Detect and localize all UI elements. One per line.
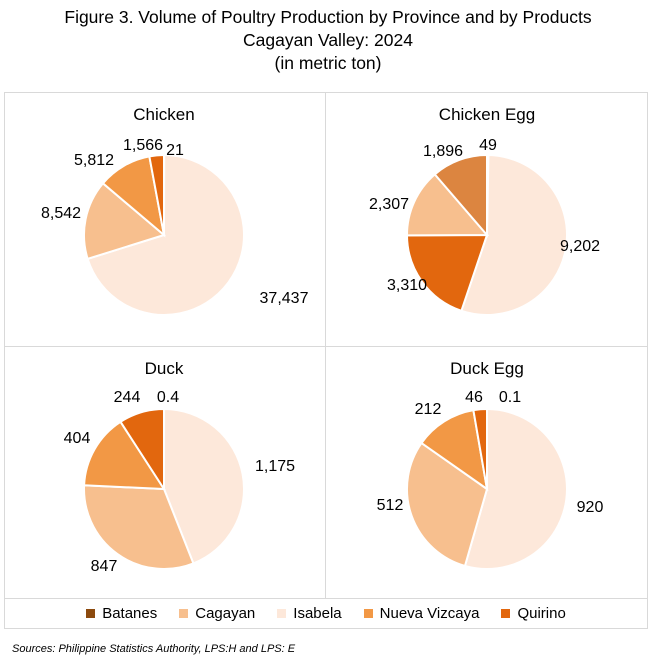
pie-slice-duck-cagayan (83, 484, 195, 570)
data-label-duck-isabela: 1,175 (255, 458, 295, 475)
pie-slice-duck-egg-cagayan (406, 441, 489, 568)
legend-label-cagayan: Cagayan (195, 605, 256, 622)
source-note: Sources: Philippine Statistics Authority… (12, 643, 296, 655)
pie-slice-chicken-quirino (148, 153, 165, 236)
pie-duck-egg: 0.1 920 512 212 46 Duck Egg (377, 359, 604, 570)
data-label-duck-batanes: 0.4 (157, 389, 179, 406)
legend-swatch-nueva-vizcaya (363, 609, 373, 618)
data-label-chicken-egg-nueva-vizcaya: 1,896 (423, 143, 463, 160)
data-label-duck-egg-batanes: 0.1 (499, 389, 521, 406)
data-label-chicken-batanes: 21 (166, 142, 184, 159)
pie-slice-chicken-isabela (86, 153, 245, 316)
pie-slice-duck-egg-quirino (472, 407, 488, 490)
title-line-2: Cagayan Valley: 2024 (243, 30, 413, 50)
legend-label-nueva-vizcaya: Nueva Vizcaya (379, 605, 480, 622)
legend-item-batanes: Batanes (86, 605, 157, 622)
data-label-chicken-egg-isabela: 9,202 (560, 238, 600, 255)
data-label-chicken-nueva-vizcaya: 5,812 (74, 152, 114, 169)
data-label-chicken-egg-cagayan: 2,307 (369, 196, 409, 213)
legend-item-isabela: Isabela (277, 605, 342, 622)
data-label-duck-egg-cagayan: 512 (377, 497, 404, 514)
pie-slice-chicken-egg-cagayan (405, 172, 490, 237)
legend: Batanes Cagayan Isabela Nueva Vizcaya Qu… (4, 598, 648, 629)
title-line-3: (in metric ton) (274, 53, 382, 73)
title-line-1: Figure 3. Volume of Poultry Production b… (64, 7, 592, 27)
legend-label-batanes: Batanes (102, 605, 158, 622)
data-label-chicken-cagayan: 8,542 (41, 205, 81, 222)
pie-slice-duck-egg-nueva-vizcaya (420, 409, 489, 492)
legend-swatch-isabela (277, 609, 287, 618)
pie-slice-duck-nueva-vizcaya (83, 420, 166, 491)
data-label-chicken-egg-quirino: 3,310 (387, 277, 427, 294)
pie-chicken-egg: 49 9,202 3,310 2,307 1,896 Chicken Egg (369, 105, 600, 316)
legend-swatch-cagayan (179, 609, 189, 618)
data-label-duck-cagayan: 847 (91, 558, 118, 575)
pie-slice-chicken-egg-quirino (405, 233, 489, 313)
pie-chicken: 21 37,437 8,542 5,812 1,566 Chicken (41, 105, 309, 316)
pie-slice-duck-isabela (162, 407, 245, 565)
data-label-duck-egg-isabela: 920 (577, 499, 604, 516)
legend-item-nueva-vizcaya: Nueva Vizcaya (363, 605, 480, 622)
pie-title-duck: Duck (145, 359, 184, 378)
pie-slice-chicken-cagayan (83, 181, 167, 261)
pie-slice-duck-egg-isabela (463, 407, 568, 570)
pie-charts: 21 37,437 8,542 5,812 1,566 Chicken 49 9,202 3,3… (41, 105, 604, 575)
legend-label-isabela: Isabela (293, 605, 342, 622)
data-label-duck-quirino: 244 (114, 389, 141, 406)
data-label-chicken-isabela: 37,437 (260, 290, 309, 307)
data-label-duck-egg-nueva-vizcaya: 212 (415, 401, 442, 418)
legend-item-cagayan: Cagayan (179, 605, 255, 622)
legend-label-quirino: Quirino (517, 605, 566, 622)
pie-title-chicken: Chicken (133, 105, 194, 124)
data-label-chicken-egg-batanes: 49 (479, 137, 497, 154)
pie-title-duck-egg: Duck Egg (450, 359, 524, 378)
figure-title: Figure 3. Volume of Poultry Production b… (0, 6, 656, 75)
legend-swatch-quirino (501, 609, 511, 618)
legend-item-quirino: Quirino (501, 605, 566, 622)
pie-title-chicken-egg: Chicken Egg (439, 105, 535, 124)
pie-slice-duck-quirino (119, 407, 165, 493)
data-label-chicken-quirino: 1,566 (123, 137, 163, 154)
legend-swatch-batanes (86, 609, 96, 618)
data-label-duck-nueva-vizcaya: 404 (64, 430, 91, 447)
data-label-duck-egg-quirino: 46 (465, 389, 483, 406)
pie-slice-chicken-egg-nueva-vizcaya (433, 153, 488, 238)
